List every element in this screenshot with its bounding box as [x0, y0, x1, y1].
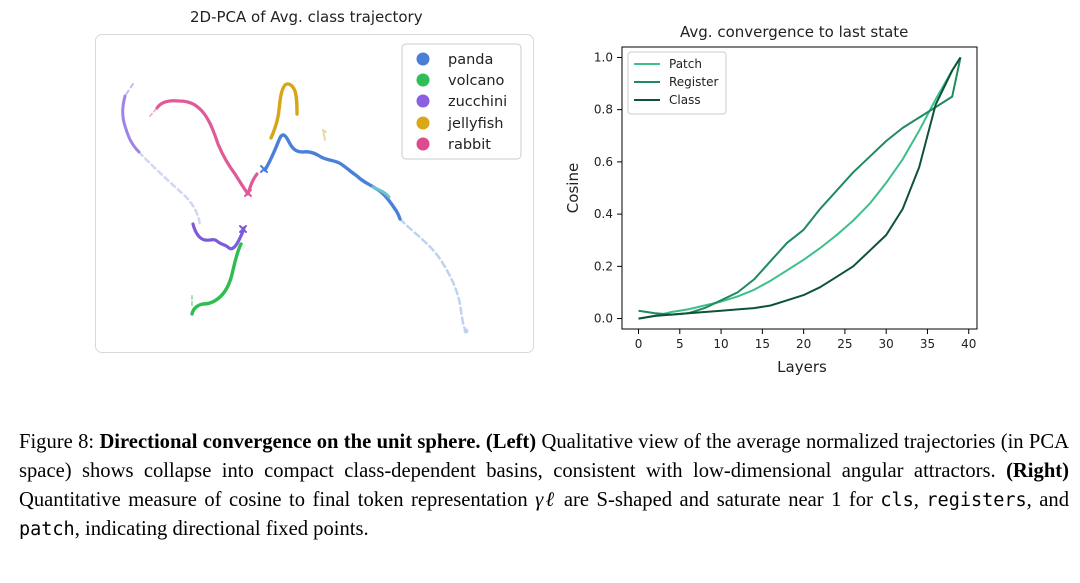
legend-label-jellyfish: jellyfish — [447, 116, 503, 132]
trajectory-rabbit-faded — [149, 107, 158, 117]
caption-right-text-2: are S-shaped and saturate near — [556, 488, 832, 511]
x-tick-label-35: 35 — [920, 337, 935, 351]
series-line-register — [638, 57, 962, 316]
legend-label-panda: panda — [448, 52, 493, 68]
caption-code-patch: patch — [19, 519, 75, 541]
x-tick-label-30: 30 — [879, 337, 894, 351]
chart-ylabel: Cosine — [564, 163, 582, 213]
figure-label: Figure 8: — [19, 431, 100, 453]
trajectory-zucchini-faded — [124, 83, 134, 97]
y-tick-label-0.6: 0.6 — [594, 155, 613, 169]
caption-right-text-1: Quantitative measure of cosine to final … — [19, 488, 536, 511]
legend-label-patch: Patch — [669, 57, 702, 71]
chart-legend: Patch Register Class — [627, 51, 727, 115]
trajectory-jellyfish — [269, 82, 299, 140]
series-line-patch — [638, 56, 962, 320]
convergence-chart: 0 5 10 15 20 25 30 35 40 0.0 0.2 0.4 0.6 0.8 1.0 Patch… — [564, 46, 978, 376]
marker-zucchini-end — [239, 225, 247, 233]
legend-dot-jellyfish — [416, 116, 430, 130]
legend-label-zucchini: zucchini — [448, 94, 507, 110]
marker-panda-end — [260, 165, 268, 173]
trajectory-panda-faded — [398, 217, 468, 333]
caption-right-text-3: for — [841, 488, 881, 511]
x-tick-label-15: 15 — [755, 337, 770, 351]
legend-dot-rabbit — [416, 137, 430, 151]
legend-label-rabbit: rabbit — [448, 137, 491, 153]
left-panel-title: 2D-PCA of Avg. class trajectory — [190, 8, 423, 26]
x-tick-label-40: 40 — [961, 337, 976, 351]
caption-left-text: Qualitative view of the average normaliz… — [19, 431, 1069, 482]
y-tick-label-1.0: 1.0 — [594, 50, 613, 64]
x-tick-label-20: 20 — [796, 337, 811, 351]
chart-xlabel: Layers — [777, 358, 827, 376]
legend-label-volcano: volcano — [448, 73, 505, 89]
x-tick-label-5: 5 — [676, 337, 684, 351]
x-tick-label-0: 0 — [635, 337, 643, 351]
y-tick-label-0.0: 0.0 — [594, 312, 613, 326]
trajectory-rabbit — [155, 99, 259, 196]
y-tick-label-0.8: 0.8 — [594, 103, 613, 117]
marker-panda-start — [463, 328, 469, 334]
x-tick-label-25: 25 — [837, 337, 852, 351]
caption-comma: , — [913, 488, 927, 511]
legend-label-register: Register — [669, 75, 718, 89]
trajectory-zucchini — [191, 222, 246, 251]
caption-right-text-4: , and — [1026, 488, 1070, 511]
trajectory-volcano — [190, 242, 243, 316]
caption-bold-title: Directional convergence on the unit sphe… — [99, 431, 481, 453]
trajectory-panda — [263, 133, 402, 221]
caption-code-registers: registers — [926, 489, 1027, 511]
caption-one: 1 — [831, 488, 842, 511]
legend-dot-panda — [416, 52, 430, 66]
caption-right-text-5: , indicating directional fixed points. — [74, 518, 369, 541]
legend-label-class: Class — [669, 93, 701, 107]
caption-code-cls: cls — [880, 489, 914, 511]
trajectory-zucchini-upper — [121, 94, 141, 154]
y-tick-label-0.2: 0.2 — [594, 259, 613, 273]
legend-dot-zucchini — [416, 94, 430, 108]
trajectory-panda-teal — [371, 185, 391, 199]
y-tick-label-0.4: 0.4 — [594, 207, 613, 221]
caption-left-tag: (Left) — [485, 431, 537, 453]
left-legend: panda volcano zucchini jellyfish rabbit — [401, 43, 522, 160]
x-tick-label-10: 10 — [713, 337, 728, 351]
caption-right-tag: (Right) — [1006, 459, 1069, 482]
series-line-class — [638, 56, 962, 320]
caption-gamma-symbol: γℓ — [535, 488, 557, 511]
chart-axes-box — [621, 46, 978, 330]
trajectory-jellyfish-faded — [322, 129, 327, 141]
figure-caption: Figure 8: Directional convergence on the… — [19, 428, 1069, 545]
marker-rabbit-end — [244, 189, 252, 197]
legend-dot-volcano — [416, 73, 430, 87]
trajectory-zucchini-faded-2 — [137, 150, 202, 228]
pca-trajectory-plot: panda volcano zucchini jellyfish rabbit — [121, 43, 522, 334]
right-panel-title: Avg. convergence to last state — [680, 23, 909, 41]
